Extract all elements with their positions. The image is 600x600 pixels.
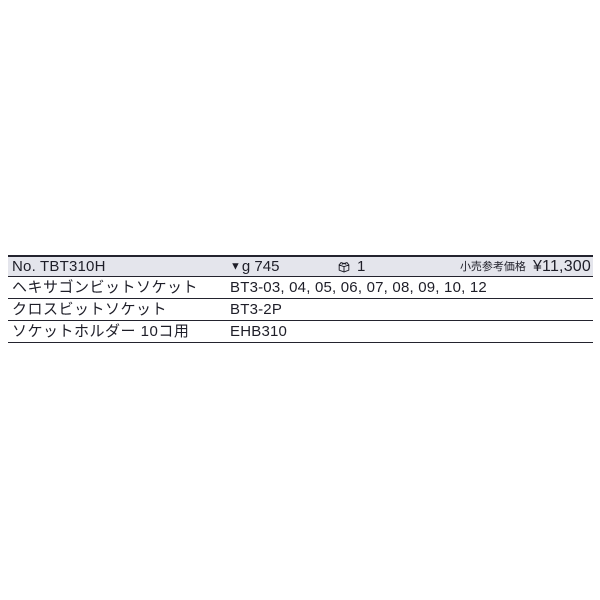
table-row: クロスビットソケット BT3-2P — [8, 299, 593, 321]
product-spec-table: No. TBT310H ▼ g 745 1 小売参考価格 ¥11,300 — [8, 255, 593, 343]
component-codes: BT3-03, 04, 05, 06, 07, 08, 09, 10, 12 — [230, 279, 487, 296]
packing-quantity: 1 — [357, 258, 366, 275]
component-codes: EHB310 — [230, 323, 288, 340]
table-row: ヘキサゴンビットソケット BT3-03, 04, 05, 06, 07, 08,… — [8, 277, 593, 299]
component-codes: BT3-2P — [230, 301, 283, 318]
carton-box-icon — [338, 261, 350, 272]
weight-value: g 745 — [241, 258, 280, 275]
price-spec: 小売参考価格 ¥11,300 — [460, 257, 591, 276]
component-name: ソケットホルダー 10コ用 — [12, 323, 190, 340]
packing-spec: 1 — [337, 257, 365, 276]
spec-header-row: No. TBT310H ▼ g 745 1 小売参考価格 ¥11,300 — [8, 255, 593, 277]
model-number: No. TBT310H — [12, 258, 106, 275]
triangle-down-icon: ▼ — [230, 260, 241, 273]
price-value: ¥11,300 — [532, 257, 591, 275]
weight-spec: ▼ g 745 — [230, 257, 279, 276]
component-name: クロスビットソケット — [12, 301, 168, 318]
price-label: 小売参考価格 — [459, 261, 526, 273]
table-row: ソケットホルダー 10コ用 EHB310 — [8, 321, 593, 343]
component-name: ヘキサゴンビットソケット — [12, 279, 199, 296]
